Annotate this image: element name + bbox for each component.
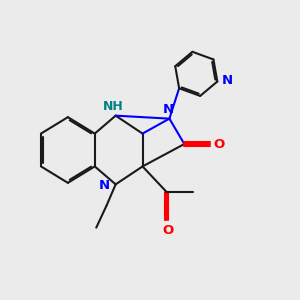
Text: N: N: [221, 74, 233, 86]
Text: O: O: [162, 224, 173, 237]
Text: N: N: [99, 179, 110, 192]
Text: NH: NH: [103, 100, 124, 113]
Text: N: N: [162, 103, 173, 116]
Text: O: O: [213, 137, 225, 151]
